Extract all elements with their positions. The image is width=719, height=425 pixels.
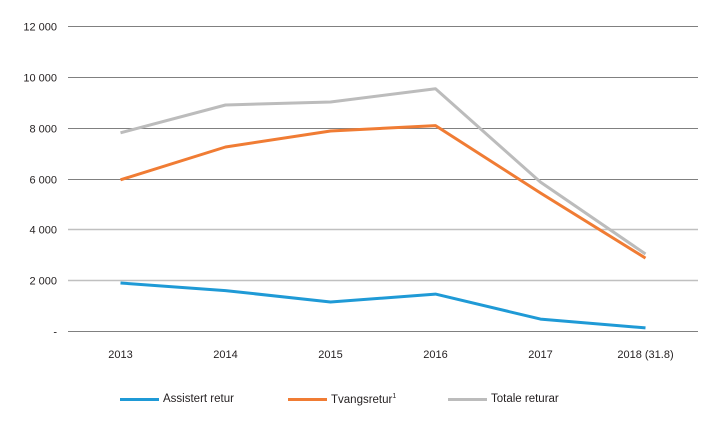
series-line-assistert-retur xyxy=(120,281,646,330)
footnote-marker: 1 xyxy=(392,392,397,400)
y-tick-label: 6 000 xyxy=(29,175,57,187)
x-tick-label: 2016 xyxy=(423,349,447,361)
legend-label: Totale returar xyxy=(491,393,559,405)
x-tick-label: 2017 xyxy=(528,349,552,361)
x-axis-tick-labels: 2013 2014 2015 2016 2017 2018 (31.8) xyxy=(108,349,673,361)
legend-swatch-assistert-retur xyxy=(120,397,159,401)
legend: Assistert retur Tvangsretur1 Totale retu… xyxy=(0,390,719,410)
legend-item-tvangsretur: Tvangsretur1 xyxy=(288,390,396,408)
series-line-tvangsretur xyxy=(120,124,647,260)
y-tick-label: 10 000 xyxy=(23,73,57,85)
y-tick-label: 8 000 xyxy=(29,124,57,136)
series-line-totale-returar xyxy=(120,87,647,256)
legend-label: Assistert retur xyxy=(163,393,234,405)
y-tick-label: 4 000 xyxy=(29,225,57,237)
legend-item-assistert-retur: Assistert retur xyxy=(120,390,234,408)
y-tick-label: 2 000 xyxy=(29,276,57,288)
legend-swatch-totale-returar xyxy=(448,397,487,401)
legend-swatch-tvangsretur xyxy=(288,397,327,401)
x-tick-label: 2015 xyxy=(318,349,342,361)
legend-label-text: Tvangsretur xyxy=(331,393,393,406)
y-axis-tick-labels: - 2 000 4 000 6 000 8 000 10 000 12 000 xyxy=(23,22,57,339)
legend-label: Tvangsretur1 xyxy=(331,393,396,406)
x-tick-label: 2018 (31.8) xyxy=(617,349,673,361)
y-tick-label: 12 000 xyxy=(23,22,57,34)
x-tick-label: 2014 xyxy=(213,349,237,361)
series-lines xyxy=(120,87,647,330)
y-tick-label: - xyxy=(53,327,57,339)
x-tick-label: 2013 xyxy=(108,349,132,361)
legend-item-totale-returar: Totale returar xyxy=(448,390,559,408)
